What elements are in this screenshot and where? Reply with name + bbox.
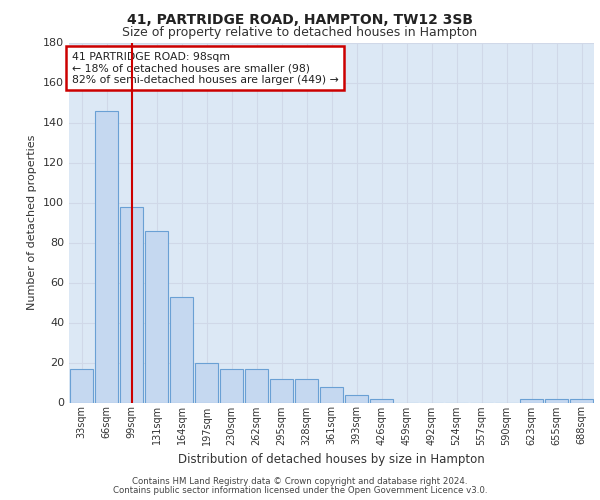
Y-axis label: Number of detached properties: Number of detached properties [28, 135, 37, 310]
Bar [344, 394, 368, 402]
Text: 41, PARTRIDGE ROAD, HAMPTON, TW12 3SB: 41, PARTRIDGE ROAD, HAMPTON, TW12 3SB [127, 12, 473, 26]
Bar [269, 378, 293, 402]
Bar [70, 368, 94, 402]
Bar [320, 386, 343, 402]
Bar [370, 398, 394, 402]
Bar [95, 110, 118, 403]
X-axis label: Distribution of detached houses by size in Hampton: Distribution of detached houses by size … [178, 453, 485, 466]
Text: Contains public sector information licensed under the Open Government Licence v3: Contains public sector information licen… [113, 486, 487, 495]
Bar [220, 368, 244, 402]
Bar [194, 362, 218, 403]
Bar [119, 206, 143, 402]
Bar [245, 368, 268, 402]
Bar [569, 398, 593, 402]
Bar [295, 378, 319, 402]
Bar [520, 398, 544, 402]
Text: 41 PARTRIDGE ROAD: 98sqm
← 18% of detached houses are smaller (98)
82% of semi-d: 41 PARTRIDGE ROAD: 98sqm ← 18% of detach… [71, 52, 338, 84]
Text: Contains HM Land Registry data © Crown copyright and database right 2024.: Contains HM Land Registry data © Crown c… [132, 477, 468, 486]
Bar [545, 398, 568, 402]
Bar [145, 230, 169, 402]
Bar [170, 296, 193, 403]
Text: Size of property relative to detached houses in Hampton: Size of property relative to detached ho… [122, 26, 478, 39]
